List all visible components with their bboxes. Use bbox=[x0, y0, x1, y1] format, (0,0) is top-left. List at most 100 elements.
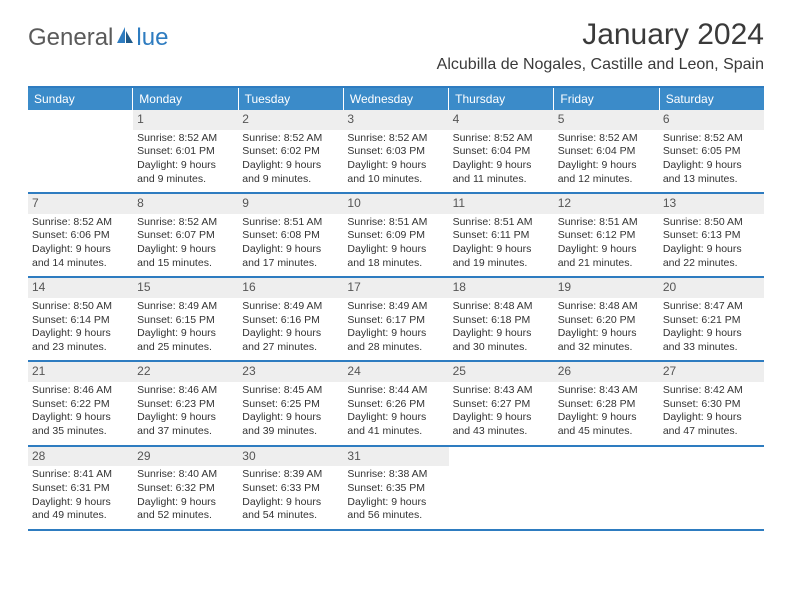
day-d1: Daylight: 9 hours bbox=[663, 327, 760, 341]
day-cell: 11Sunrise: 8:51 AMSunset: 6:11 PMDayligh… bbox=[449, 194, 554, 276]
day-sunrise: Sunrise: 8:52 AM bbox=[453, 132, 550, 146]
day-number: 22 bbox=[133, 362, 238, 382]
day-number bbox=[28, 110, 133, 130]
day-d2: and 19 minutes. bbox=[453, 257, 550, 271]
day-d1: Daylight: 9 hours bbox=[32, 411, 129, 425]
day-sunset: Sunset: 6:35 PM bbox=[347, 482, 444, 496]
day-sunset: Sunset: 6:08 PM bbox=[242, 229, 339, 243]
day-d2: and 47 minutes. bbox=[663, 425, 760, 439]
day-cell: 15Sunrise: 8:49 AMSunset: 6:15 PMDayligh… bbox=[133, 278, 238, 360]
day-d2: and 13 minutes. bbox=[663, 173, 760, 187]
day-sunset: Sunset: 6:23 PM bbox=[137, 398, 234, 412]
week-row: 14Sunrise: 8:50 AMSunset: 6:14 PMDayligh… bbox=[28, 278, 764, 362]
day-d1: Daylight: 9 hours bbox=[453, 411, 550, 425]
day-cell: 10Sunrise: 8:51 AMSunset: 6:09 PMDayligh… bbox=[343, 194, 448, 276]
day-d2: and 41 minutes. bbox=[347, 425, 444, 439]
day-number: 17 bbox=[343, 278, 448, 298]
day-number bbox=[659, 447, 764, 467]
day-body: Sunrise: 8:38 AMSunset: 6:35 PMDaylight:… bbox=[343, 466, 448, 529]
day-body: Sunrise: 8:52 AMSunset: 6:02 PMDaylight:… bbox=[238, 130, 343, 193]
day-number: 27 bbox=[659, 362, 764, 382]
week-row: 7Sunrise: 8:52 AMSunset: 6:06 PMDaylight… bbox=[28, 194, 764, 278]
day-number: 31 bbox=[343, 447, 448, 467]
day-number: 5 bbox=[554, 110, 659, 130]
day-sunset: Sunset: 6:06 PM bbox=[32, 229, 129, 243]
day-d2: and 23 minutes. bbox=[32, 341, 129, 355]
day-cell: 16Sunrise: 8:49 AMSunset: 6:16 PMDayligh… bbox=[238, 278, 343, 360]
day-d2: and 15 minutes. bbox=[137, 257, 234, 271]
weekday-header: Friday bbox=[554, 88, 659, 110]
day-sunrise: Sunrise: 8:52 AM bbox=[347, 132, 444, 146]
day-cell: 30Sunrise: 8:39 AMSunset: 6:33 PMDayligh… bbox=[238, 447, 343, 529]
day-body: Sunrise: 8:52 AMSunset: 6:03 PMDaylight:… bbox=[343, 130, 448, 193]
day-cell: 4Sunrise: 8:52 AMSunset: 6:04 PMDaylight… bbox=[449, 110, 554, 192]
day-d1: Daylight: 9 hours bbox=[663, 411, 760, 425]
day-sunrise: Sunrise: 8:45 AM bbox=[242, 384, 339, 398]
day-d2: and 49 minutes. bbox=[32, 509, 129, 523]
day-cell: 17Sunrise: 8:49 AMSunset: 6:17 PMDayligh… bbox=[343, 278, 448, 360]
day-body: Sunrise: 8:40 AMSunset: 6:32 PMDaylight:… bbox=[133, 466, 238, 529]
day-d2: and 45 minutes. bbox=[558, 425, 655, 439]
day-sunset: Sunset: 6:09 PM bbox=[347, 229, 444, 243]
day-sunset: Sunset: 6:27 PM bbox=[453, 398, 550, 412]
day-d2: and 12 minutes. bbox=[558, 173, 655, 187]
day-body: Sunrise: 8:52 AMSunset: 6:01 PMDaylight:… bbox=[133, 130, 238, 193]
day-d2: and 32 minutes. bbox=[558, 341, 655, 355]
day-sunset: Sunset: 6:26 PM bbox=[347, 398, 444, 412]
day-body: Sunrise: 8:44 AMSunset: 6:26 PMDaylight:… bbox=[343, 382, 448, 445]
day-body: Sunrise: 8:51 AMSunset: 6:11 PMDaylight:… bbox=[449, 214, 554, 277]
day-d1: Daylight: 9 hours bbox=[242, 159, 339, 173]
day-body: Sunrise: 8:50 AMSunset: 6:13 PMDaylight:… bbox=[659, 214, 764, 277]
day-cell: 29Sunrise: 8:40 AMSunset: 6:32 PMDayligh… bbox=[133, 447, 238, 529]
day-d1: Daylight: 9 hours bbox=[137, 411, 234, 425]
day-sunrise: Sunrise: 8:51 AM bbox=[453, 216, 550, 230]
day-d2: and 18 minutes. bbox=[347, 257, 444, 271]
day-d2: and 56 minutes. bbox=[347, 509, 444, 523]
day-sunrise: Sunrise: 8:52 AM bbox=[137, 216, 234, 230]
day-d2: and 54 minutes. bbox=[242, 509, 339, 523]
day-number: 1 bbox=[133, 110, 238, 130]
day-d2: and 27 minutes. bbox=[242, 341, 339, 355]
day-number: 11 bbox=[449, 194, 554, 214]
day-d1: Daylight: 9 hours bbox=[137, 496, 234, 510]
day-cell bbox=[28, 110, 133, 192]
day-number: 21 bbox=[28, 362, 133, 382]
day-cell: 9Sunrise: 8:51 AMSunset: 6:08 PMDaylight… bbox=[238, 194, 343, 276]
day-sunrise: Sunrise: 8:42 AM bbox=[663, 384, 760, 398]
day-number: 3 bbox=[343, 110, 448, 130]
day-number: 30 bbox=[238, 447, 343, 467]
day-body: Sunrise: 8:51 AMSunset: 6:09 PMDaylight:… bbox=[343, 214, 448, 277]
day-sunset: Sunset: 6:22 PM bbox=[32, 398, 129, 412]
day-d1: Daylight: 9 hours bbox=[242, 411, 339, 425]
weekday-header: Sunday bbox=[28, 88, 133, 110]
day-number: 28 bbox=[28, 447, 133, 467]
day-d2: and 10 minutes. bbox=[347, 173, 444, 187]
day-body: Sunrise: 8:42 AMSunset: 6:30 PMDaylight:… bbox=[659, 382, 764, 445]
day-d1: Daylight: 9 hours bbox=[663, 159, 760, 173]
day-number: 2 bbox=[238, 110, 343, 130]
day-sunset: Sunset: 6:02 PM bbox=[242, 145, 339, 159]
day-number: 18 bbox=[449, 278, 554, 298]
day-sunrise: Sunrise: 8:43 AM bbox=[453, 384, 550, 398]
day-cell: 6Sunrise: 8:52 AMSunset: 6:05 PMDaylight… bbox=[659, 110, 764, 192]
weekday-header: Wednesday bbox=[344, 88, 449, 110]
day-number bbox=[449, 447, 554, 467]
day-sunrise: Sunrise: 8:46 AM bbox=[137, 384, 234, 398]
day-number: 25 bbox=[449, 362, 554, 382]
day-cell: 13Sunrise: 8:50 AMSunset: 6:13 PMDayligh… bbox=[659, 194, 764, 276]
day-body: Sunrise: 8:43 AMSunset: 6:27 PMDaylight:… bbox=[449, 382, 554, 445]
day-number: 15 bbox=[133, 278, 238, 298]
day-number: 14 bbox=[28, 278, 133, 298]
day-sunset: Sunset: 6:05 PM bbox=[663, 145, 760, 159]
day-d2: and 39 minutes. bbox=[242, 425, 339, 439]
day-d2: and 9 minutes. bbox=[242, 173, 339, 187]
day-body: Sunrise: 8:41 AMSunset: 6:31 PMDaylight:… bbox=[28, 466, 133, 529]
day-d2: and 52 minutes. bbox=[137, 509, 234, 523]
day-cell: 2Sunrise: 8:52 AMSunset: 6:02 PMDaylight… bbox=[238, 110, 343, 192]
day-sunset: Sunset: 6:30 PM bbox=[663, 398, 760, 412]
day-sunrise: Sunrise: 8:43 AM bbox=[558, 384, 655, 398]
day-sunrise: Sunrise: 8:40 AM bbox=[137, 468, 234, 482]
day-sunrise: Sunrise: 8:49 AM bbox=[347, 300, 444, 314]
day-d2: and 28 minutes. bbox=[347, 341, 444, 355]
day-body: Sunrise: 8:49 AMSunset: 6:16 PMDaylight:… bbox=[238, 298, 343, 361]
